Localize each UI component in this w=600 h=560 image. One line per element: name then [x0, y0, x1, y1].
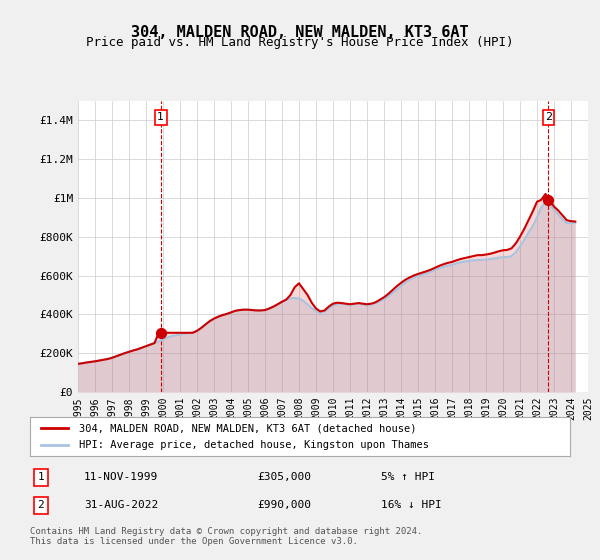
Text: 16% ↓ HPI: 16% ↓ HPI [381, 501, 442, 510]
Text: £990,000: £990,000 [257, 501, 311, 510]
Point [544, 195, 553, 204]
Text: 304, MALDEN ROAD, NEW MALDEN, KT3 6AT: 304, MALDEN ROAD, NEW MALDEN, KT3 6AT [131, 25, 469, 40]
Point [156, 328, 166, 337]
Text: 11-NOV-1999: 11-NOV-1999 [84, 473, 158, 482]
Text: 2: 2 [545, 113, 552, 123]
Text: 5% ↑ HPI: 5% ↑ HPI [381, 473, 435, 482]
Text: £305,000: £305,000 [257, 473, 311, 482]
Text: Contains HM Land Registry data © Crown copyright and database right 2024.
This d: Contains HM Land Registry data © Crown c… [30, 526, 422, 546]
Text: 31-AUG-2022: 31-AUG-2022 [84, 501, 158, 510]
Text: 1: 1 [157, 113, 164, 123]
Text: HPI: Average price, detached house, Kingston upon Thames: HPI: Average price, detached house, King… [79, 440, 428, 450]
Text: Price paid vs. HM Land Registry's House Price Index (HPI): Price paid vs. HM Land Registry's House … [86, 36, 514, 49]
Text: 2: 2 [37, 501, 44, 510]
Text: 1: 1 [37, 473, 44, 482]
Text: 304, MALDEN ROAD, NEW MALDEN, KT3 6AT (detached house): 304, MALDEN ROAD, NEW MALDEN, KT3 6AT (d… [79, 423, 416, 433]
